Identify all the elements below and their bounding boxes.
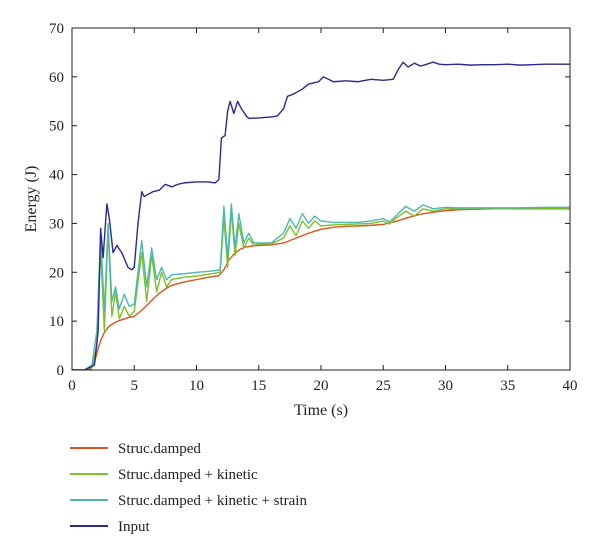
x-tick-label: 40	[563, 378, 578, 394]
x-axis-label: Time (s)	[294, 402, 348, 419]
y-tick-label: 0	[57, 363, 65, 379]
legend-item: Struc.damped	[70, 441, 201, 457]
y-axis: 0 10 20 30 40 50 60 70	[49, 21, 570, 379]
y-tick-label: 50	[49, 119, 64, 135]
y-tick-label: 60	[49, 70, 64, 86]
y-axis-label: Energy (J)	[23, 166, 40, 233]
series-line-3	[72, 61, 570, 370]
legend-item: Input	[70, 519, 150, 535]
x-tick-label: 30	[438, 378, 453, 394]
series-layer	[72, 61, 570, 370]
x-tick-label: 15	[251, 378, 266, 394]
x-tick-label: 20	[314, 378, 329, 394]
y-tick-label: 20	[49, 265, 64, 281]
legend-label: Struc.damped + kinetic + strain	[118, 493, 307, 509]
x-tick-label: 35	[500, 378, 515, 394]
legend-label: Struc.damped	[118, 441, 201, 457]
y-tick-label: 30	[49, 216, 64, 232]
y-tick-label: 40	[49, 168, 64, 184]
legend-item: Struc.damped + kinetic + strain	[70, 493, 307, 509]
y-tick-label: 70	[49, 21, 64, 37]
legend-item: Struc.damped + kinetic	[70, 467, 258, 483]
x-tick-label: 0	[68, 378, 76, 394]
legend-label: Struc.damped + kinetic	[118, 467, 258, 483]
x-tick-label: 25	[376, 378, 391, 394]
y-tick-label: 10	[49, 314, 64, 330]
legend: Struc.damped Struc.damped + kinetic Struc.…	[70, 441, 307, 535]
x-axis: 0 5 10 15 20 25 30 35 40	[68, 28, 578, 394]
series-line-0	[72, 208, 570, 370]
series-line-2	[72, 203, 570, 370]
x-tick-label: 10	[189, 378, 204, 394]
legend-label: Input	[118, 519, 150, 535]
x-tick-label: 5	[131, 378, 139, 394]
series-line-1	[72, 207, 570, 370]
